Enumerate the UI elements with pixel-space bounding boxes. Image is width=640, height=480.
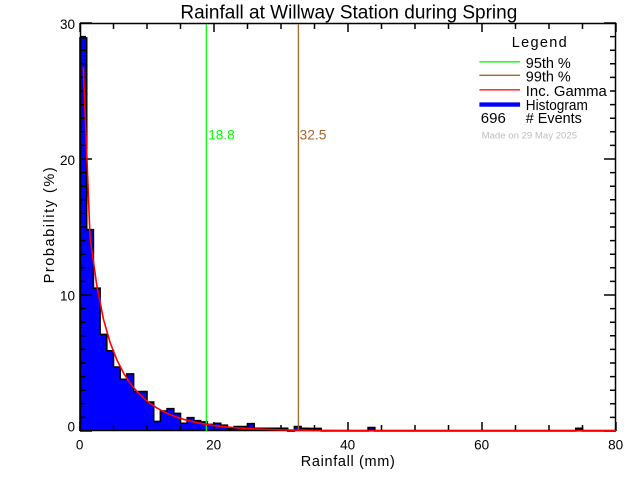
svg-text:30: 30 [60, 17, 75, 32]
svg-text:10: 10 [60, 289, 75, 304]
svg-text:Histogram: Histogram [526, 98, 588, 114]
svg-text:696: 696 [481, 111, 506, 127]
svg-text:99th %: 99th % [526, 69, 571, 85]
svg-text:Rainfall (mm): Rainfall (mm) [301, 454, 395, 470]
svg-text:40: 40 [340, 438, 355, 453]
svg-text:60: 60 [474, 438, 489, 453]
svg-text:Legend: Legend [512, 35, 567, 51]
svg-text:# Events: # Events [526, 111, 582, 127]
svg-text:Made on 29 May 2025: Made on 29 May 2025 [482, 130, 577, 141]
svg-text:32.5: 32.5 [300, 127, 327, 143]
svg-text:0: 0 [76, 438, 84, 453]
svg-text:95th %: 95th % [526, 56, 571, 72]
svg-text:20: 20 [206, 438, 221, 453]
svg-text:18.8: 18.8 [208, 127, 235, 143]
svg-text:0: 0 [67, 419, 75, 434]
svg-text:Probability (%): Probability (%) [42, 167, 58, 283]
svg-text:Rainfall at Willway Station du: Rainfall at Willway Station during Sprin… [180, 2, 517, 23]
svg-text:Inc. Gamma: Inc. Gamma [526, 84, 608, 100]
svg-text:80: 80 [608, 438, 623, 453]
svg-text:20: 20 [60, 153, 75, 168]
